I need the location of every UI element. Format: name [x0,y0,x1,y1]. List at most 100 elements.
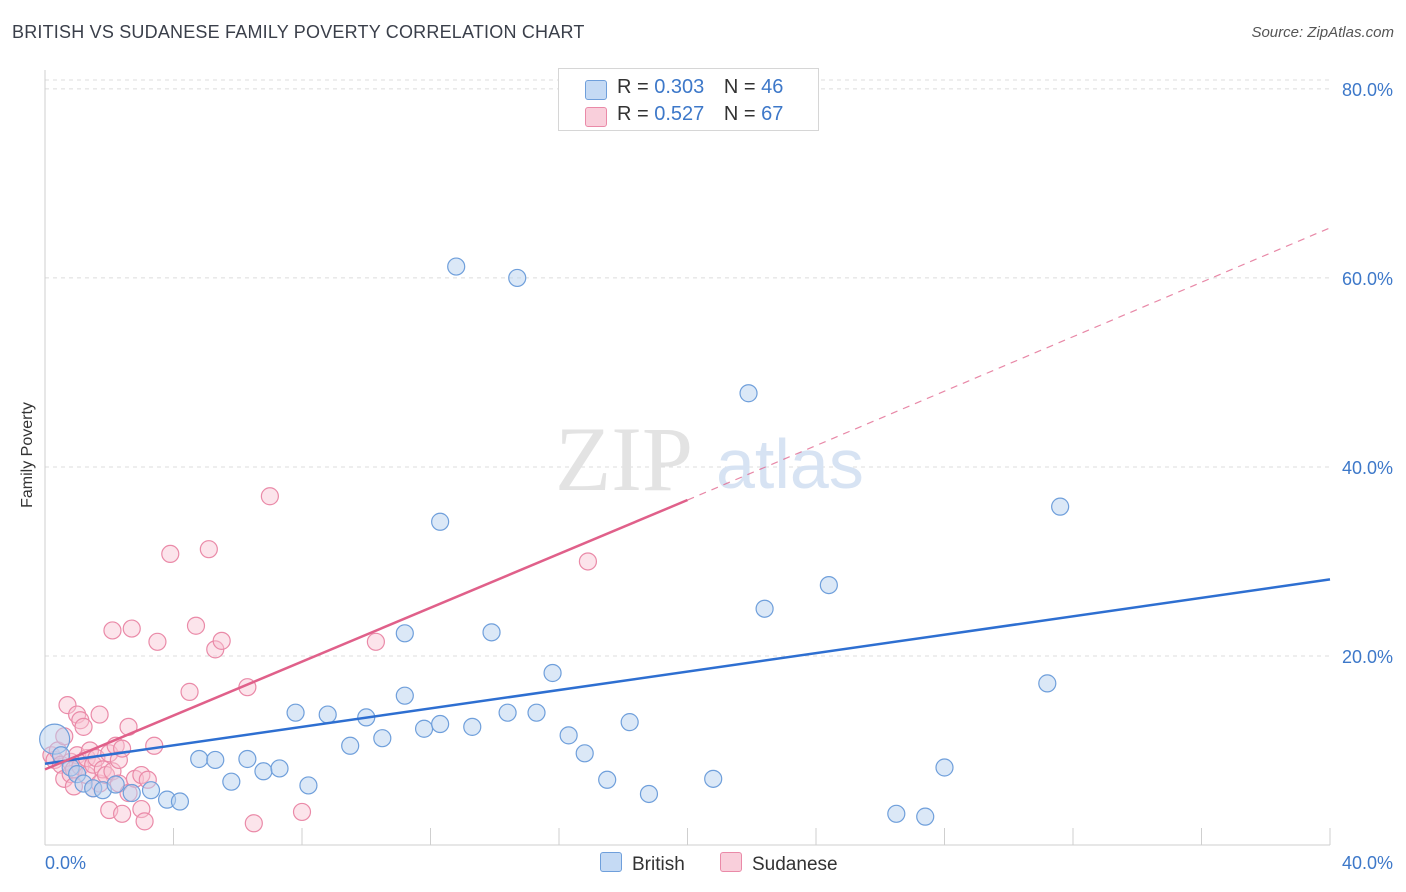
british-point [206,750,225,770]
british-point [819,575,838,595]
sudanese-point [186,616,206,635]
british-point [482,623,501,642]
british-point [639,784,659,804]
sudanese-point [58,696,77,715]
x-tick-label: 40.0% [1342,853,1393,873]
british-point [447,257,466,276]
sudanese-point [109,750,128,770]
british-point [222,772,241,791]
british-point [341,736,360,755]
british-point [431,512,450,531]
british-point [318,705,337,724]
bottom-legend-swatch-british [600,852,622,872]
sudanese-point [135,812,154,831]
watermark-atlas: atlas [716,425,864,503]
legend-n-label: N = [723,76,756,98]
chart-title: BRITISH VS SUDANESE FAMILY POVERTY CORRE… [12,22,585,42]
legend-r-value-british: 0.303 [654,76,705,98]
british-point [141,781,161,800]
british-point [286,703,305,722]
grid-lines [45,79,1330,657]
sudanese-point [212,631,231,650]
legend-swatch-sudanese [585,107,607,127]
british-point [887,804,906,823]
legend-r-value-sudanese: 0.527 [654,103,705,125]
y-tick-label: 20.0% [1342,647,1393,667]
source-label: Source: ZipAtlas.com [1251,24,1394,41]
x-tick-label: 0.0% [45,853,86,873]
legend-n-label: N = [723,103,756,125]
legend-row-british: R = 0.303 N = 46 [585,76,784,100]
british-point [559,726,578,745]
british-point [527,703,546,722]
axes [44,70,1331,846]
sudanese-point [161,544,180,564]
british-point [1051,497,1070,516]
sudanese-point [260,487,279,506]
y-tick-label: 80.0% [1342,80,1393,100]
sudanese-point [122,619,141,638]
sudanese-trend-line [44,498,688,771]
british-point [916,807,935,826]
sudanese-point [103,621,122,640]
bottom-legend-label-sudanese: Sudanese [752,854,838,875]
sudanese-trend-extension [687,227,1331,501]
sudanese-point [199,540,218,559]
y-tick-label: 60.0% [1342,269,1393,289]
british-point [373,729,392,748]
legend-n-value-british: 46 [761,76,784,98]
british-point [704,769,723,788]
british-point [575,744,594,763]
bottom-legend-sudanese: Sudanese [720,852,838,876]
british-point [1038,674,1057,693]
tick-labels: 20.0% 40.0% 60.0% 80.0% 0.0% 40.0% [45,80,1393,873]
british-point [395,624,414,643]
legend-row-sudanese: R = 0.527 N = 67 [585,103,784,127]
legend-r-label: R = [617,103,649,125]
sudanese-point [292,802,312,822]
british-point [270,759,289,778]
watermark-zip: ZIP [555,408,693,510]
british-point [508,268,527,288]
british-point [431,714,450,734]
british-points [39,257,1070,826]
british-point [543,663,562,683]
british-point [620,713,639,732]
british-point [238,749,257,769]
sudanese-point [145,736,164,755]
british-point [106,775,125,794]
sudanese-points [42,487,598,833]
sudanese-point [180,682,199,701]
british-point [755,599,774,618]
british-point [935,758,954,777]
sudanese-point [112,804,132,823]
sudanese-point [148,632,167,651]
trend-lines [44,227,1331,771]
british-point [122,783,141,803]
british-point [463,717,482,736]
sudanese-point [366,632,385,651]
bottom-legend-swatch-sudanese [720,852,742,872]
british-point [254,762,273,781]
sudanese-point [578,552,598,571]
british-point [299,776,318,795]
british-point [190,749,209,769]
y-tick-label: 40.0% [1342,458,1393,478]
legend-r-label: R = [617,76,649,98]
british-point [414,719,434,738]
sudanese-point [74,717,93,736]
sudanese-point [90,705,109,724]
british-point [395,686,414,705]
bottom-legend-label-british: British [632,854,685,875]
british-trend-line [44,578,1331,765]
legend: R = 0.303 N = 46 R = 0.527 N = 67 [558,68,819,131]
british-point [170,792,190,811]
bottom-legend-british: British [600,852,685,876]
sudanese-point [244,814,263,833]
british-point [498,703,517,722]
legend-n-value-sudanese: 67 [761,103,784,125]
british-point [598,770,617,789]
british-point [739,384,758,403]
legend-swatch-british [585,80,607,100]
